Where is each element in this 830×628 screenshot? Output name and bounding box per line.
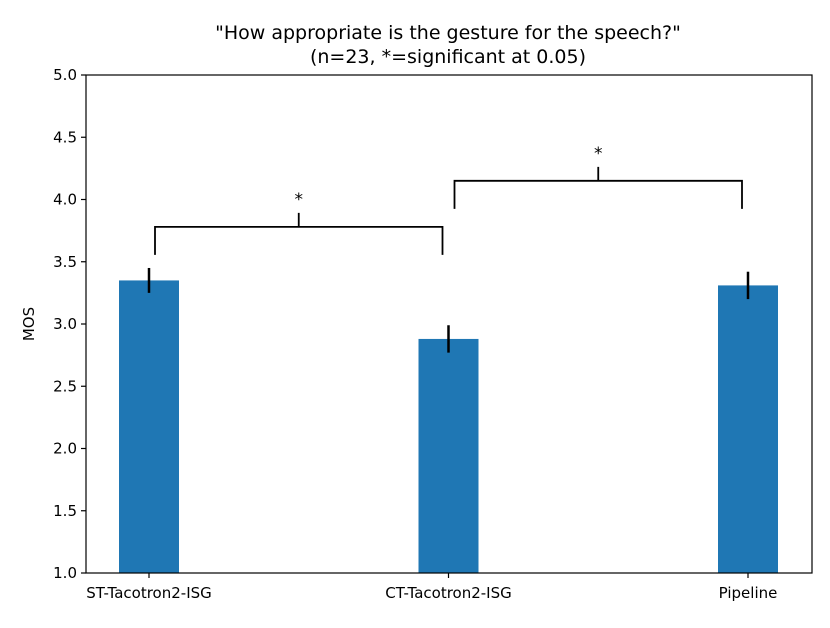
- y-tick-label-6: 4.0: [53, 191, 77, 209]
- y-tick-label-0: 1.0: [53, 564, 77, 582]
- x-tick-label-1: CT-Tacotron2-ISG: [385, 584, 512, 602]
- significance-label-1: *: [594, 144, 603, 164]
- bar-2: [718, 285, 778, 573]
- y-tick-label-8: 5.0: [53, 66, 77, 84]
- y-tick-label-7: 4.5: [53, 128, 77, 146]
- bar-1: [418, 338, 479, 573]
- y-tick-label-5: 3.5: [53, 253, 77, 271]
- x-tick-label-0: ST-Tacotron2-ISG: [86, 584, 212, 602]
- significance-bracket-0: [154, 212, 444, 255]
- significance-bracket-1: [453, 166, 743, 209]
- chart-title: "How appropriate is the gesture for the …: [215, 22, 681, 44]
- bar-0: [119, 280, 179, 573]
- y-tick-label-1: 1.5: [53, 502, 77, 520]
- y-axis-label: MOS: [20, 307, 38, 341]
- y-tick-label-3: 2.5: [53, 377, 77, 395]
- y-tick-label-2: 2.0: [53, 440, 77, 458]
- significance-label-0: *: [295, 190, 304, 210]
- plot-area: 1.0 1.5 2.0 2.5 3.0 3.5 4.0 4.5 5.0 ST-Tacotron2-…: [53, 66, 813, 602]
- y-tick-label-4: 3.0: [53, 315, 77, 333]
- chart-subtitle: (n=23, *=significant at 0.05): [310, 46, 586, 68]
- x-tick-label-2: Pipeline: [719, 584, 778, 602]
